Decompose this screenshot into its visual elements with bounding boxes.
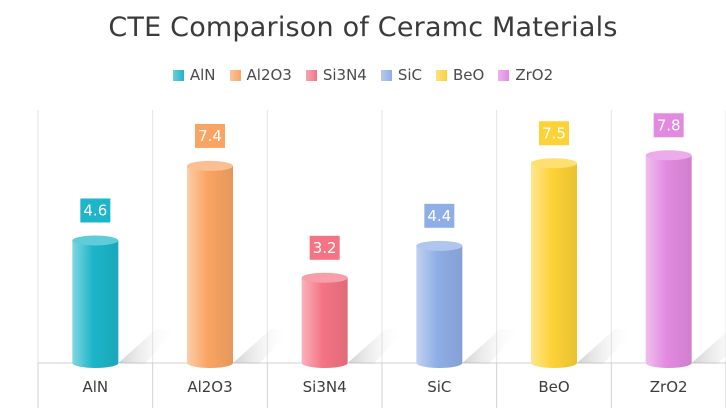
- data-label-box: [653, 113, 684, 138]
- data-label: 3.2: [313, 239, 337, 257]
- data-label: 7.4: [198, 127, 222, 145]
- data-label-box: [309, 235, 340, 260]
- legend-swatch: [436, 69, 448, 81]
- legend-label: BeO: [453, 66, 485, 84]
- x-tick-label: Al2O3: [187, 378, 232, 396]
- bar-top: [416, 240, 463, 251]
- bar-AlN: [72, 240, 119, 368]
- data-label: 7.8: [657, 116, 681, 134]
- legend-item-2: Si3N4: [305, 66, 367, 84]
- bar-shadow: [577, 329, 635, 364]
- chart-title: CTE Comparison of Ceramc Materials: [108, 12, 618, 43]
- legend-label: AlN: [189, 66, 216, 84]
- legend-label: ZrO2: [515, 66, 554, 84]
- bar-shadow: [462, 329, 521, 364]
- legend-label: SiC: [397, 66, 423, 84]
- x-tick-label: AlN: [83, 378, 109, 396]
- chart-legend: AlN Al2O3 Si3N4 SiC BeO ZrO2: [0, 66, 726, 84]
- legend-item-1: Al2O3: [229, 66, 292, 84]
- bar-top: [301, 272, 348, 283]
- bar-shadow: [118, 329, 177, 364]
- legend-item-5: ZrO2: [498, 66, 553, 84]
- x-tick-label: Si3N4: [303, 378, 347, 396]
- legend-label: Si3N4: [322, 66, 367, 84]
- bar-top: [72, 235, 119, 246]
- legend-swatch: [380, 69, 392, 81]
- legend-label: Al2O3: [246, 66, 292, 84]
- legend-item-4: BeO: [436, 66, 484, 84]
- bar-top: [531, 158, 577, 169]
- data-label-box: [80, 198, 111, 223]
- bar-SiC: [416, 245, 463, 368]
- data-label: 4.4: [427, 207, 451, 225]
- bar-top: [645, 150, 692, 161]
- data-label-box: [424, 203, 455, 228]
- legend-item-3: SiC: [380, 66, 423, 84]
- data-label-box: [195, 123, 225, 148]
- legend-swatch: [229, 69, 241, 81]
- bar-shadow: [233, 329, 291, 364]
- data-label-box: [539, 121, 569, 146]
- legend-swatch: [305, 69, 317, 81]
- bar-shadow: [347, 329, 406, 364]
- bar-shadow: [691, 332, 726, 364]
- x-tick-label: BeO: [538, 378, 569, 396]
- data-label: 4.6: [83, 201, 107, 219]
- x-tick-label: ZrO2: [650, 378, 688, 396]
- bar-top: [187, 160, 233, 171]
- bar-ZrO2: [645, 155, 692, 368]
- bar-Al2O3: [187, 165, 233, 368]
- legend-swatch: [172, 69, 184, 81]
- data-label: 7.5: [542, 124, 566, 142]
- bar-Si3N4: [301, 277, 348, 368]
- legend-item-0: AlN: [172, 66, 216, 84]
- bar-BeO: [531, 163, 577, 368]
- x-tick-label: SiC: [427, 378, 451, 396]
- legend-swatch: [498, 69, 510, 81]
